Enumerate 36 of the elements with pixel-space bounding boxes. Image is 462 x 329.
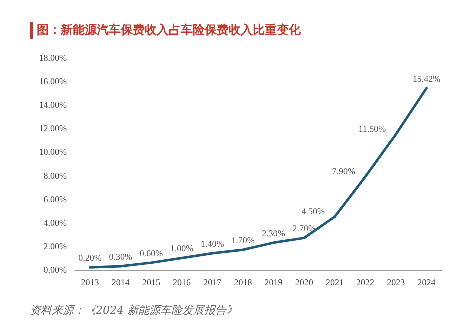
y-tick-label: 18.00%	[39, 53, 68, 63]
x-tick-label: 2021	[326, 278, 344, 288]
x-tick-label: 2017	[204, 278, 222, 288]
y-tick-label: 6.00%	[44, 194, 68, 204]
x-tick-label: 2020	[295, 278, 314, 288]
x-tick-label: 2019	[264, 278, 284, 288]
data-label: 0.20%	[78, 253, 102, 264]
x-tick-label: 2015	[142, 278, 161, 288]
data-label: 2.30%	[262, 228, 286, 238]
x-tick-label: 2024	[418, 278, 436, 288]
data-label: 15.42%	[412, 74, 442, 84]
y-tick-label: 16.00%	[39, 76, 68, 87]
data-label: 7.90%	[332, 166, 356, 176]
data-label: 2.70%	[292, 224, 316, 234]
data-label: 0.60%	[140, 248, 164, 258]
x-tick-label: 2016	[173, 278, 192, 288]
x-tick-label: 2023	[387, 278, 406, 288]
chart-title: 图：新能源汽车保费收入占车险保费收入比重变化	[30, 22, 301, 39]
data-label: 0.30%	[109, 252, 133, 262]
x-tick-label: 2014	[112, 278, 130, 288]
y-tick-label: 14.00%	[39, 100, 68, 110]
y-tick-label: 2.00%	[44, 241, 68, 252]
data-label: 11.50%	[358, 124, 387, 134]
y-tick-label: 8.00%	[44, 170, 68, 181]
data-label: 1.70%	[232, 235, 256, 246]
data-label: 4.50%	[302, 206, 326, 216]
y-tick-label: 0.00%	[44, 265, 68, 275]
data-label: 1.40%	[201, 239, 225, 250]
y-tick-label: 4.00%	[44, 218, 68, 228]
data-label: 1.00%	[170, 244, 194, 254]
text: 资料来源：《2024 新能源车险发展报告》	[30, 303, 238, 318]
y-tick-label: 10.00%	[39, 147, 68, 158]
x-tick-label: 2013	[81, 278, 100, 288]
x-tick-label: 2018	[234, 278, 253, 288]
y-tick-label: 12.00%	[39, 124, 68, 134]
x-tick-label: 2022	[356, 278, 375, 288]
